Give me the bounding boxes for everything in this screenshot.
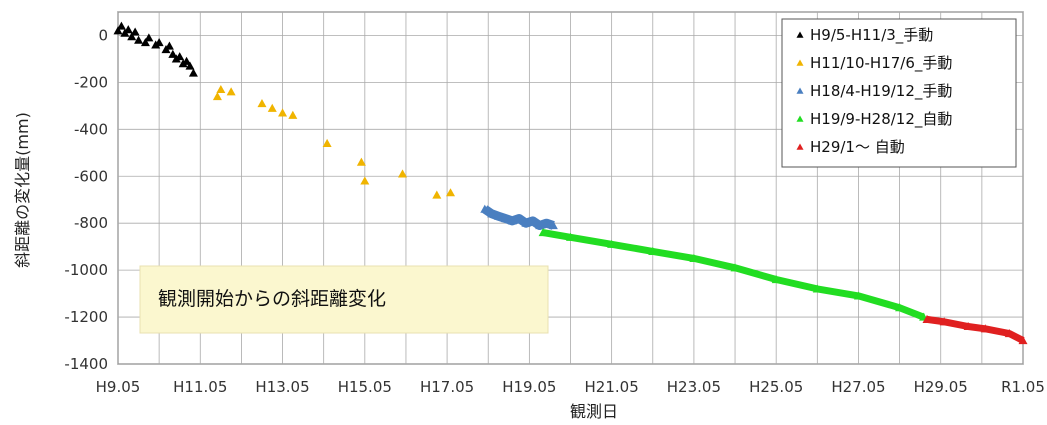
y-tick-label: -600 (74, 167, 108, 185)
data-point (278, 108, 288, 117)
data-point (144, 33, 154, 42)
data-point (140, 38, 150, 47)
legend-box (781, 18, 1017, 168)
legend-marker (796, 59, 804, 66)
y-tick-label: -400 (74, 120, 108, 138)
y-tick-labels: 0 -200 -400 -600 -800 -1000 -1200 -1400 (64, 26, 108, 373)
series-f0b400 (212, 84, 456, 199)
data-point (446, 188, 456, 197)
y-tick-label: -1400 (64, 355, 108, 373)
x-tick-label: H25.05 (749, 378, 803, 396)
series-band (482, 205, 555, 230)
series-band (542, 229, 925, 321)
data-point (212, 91, 222, 101)
data-point (360, 176, 370, 185)
data-point (168, 49, 178, 58)
legend-marker (796, 115, 804, 122)
data-point (134, 35, 144, 44)
data-point (123, 25, 133, 34)
y-axis-title: 斜距離の変化量(mm) (13, 112, 32, 268)
data-point (188, 68, 198, 77)
data-point (127, 32, 137, 41)
x-tick-labels: H9.05 H11.05 H13.05 H15.05 H17.05 H19.05 H21.0… (96, 378, 1045, 396)
legend-label: H18/4-H19/12_手動 (810, 82, 952, 101)
data-point (322, 138, 332, 148)
data-points (113, 21, 1028, 345)
x-tick-label: H19.05 (502, 378, 556, 396)
y-tick-label: 0 (98, 26, 108, 44)
data-point (356, 157, 366, 166)
x-tick-label: H9.05 (96, 378, 141, 396)
y-tick-label: -1200 (64, 308, 108, 326)
data-point (185, 61, 195, 70)
data-point (257, 99, 267, 108)
x-tick-label: H29.05 (914, 378, 968, 396)
x-axis-title: 観測日 (570, 402, 618, 421)
data-point (116, 21, 126, 30)
x-tick-label: H27.05 (831, 378, 885, 396)
x-tick-label: H21.05 (585, 378, 639, 396)
legend-marker (796, 143, 804, 150)
legend-label: H19/9-H28/12_自動 (810, 110, 952, 129)
data-point (164, 41, 174, 50)
x-tick-label: H23.05 (667, 378, 721, 396)
legend-marker (796, 31, 804, 38)
legend: H9/5-H11/3_手動 H11/10-H17/6_手動 H18/4-H19/12… (781, 18, 1017, 168)
y-tick-label: -200 (74, 73, 108, 91)
x-tick-label: R1.05 (1001, 378, 1045, 396)
data-point (288, 110, 298, 119)
x-tick-label: H17.05 (420, 378, 474, 396)
legend-marker (796, 87, 804, 94)
series-4a7fc0 (480, 204, 558, 230)
x-tick-label: H15.05 (338, 378, 392, 396)
data-point (398, 169, 408, 178)
x-tick-label: H11.05 (173, 378, 227, 396)
data-point (432, 190, 442, 199)
legend-label: H11/10-H17/6_手動 (810, 54, 952, 73)
legend-label: H9/5-H11/3_手動 (810, 26, 933, 45)
data-point (130, 27, 140, 36)
y-tick-label: -1000 (64, 261, 108, 279)
data-point (182, 56, 192, 65)
data-point (216, 84, 226, 94)
x-tick-label: H13.05 (255, 378, 309, 396)
series-band (926, 315, 1025, 344)
data-point (154, 38, 164, 47)
data-point (113, 26, 123, 35)
annotation-box: 観測開始からの斜距離変化 (139, 265, 549, 334)
data-point (226, 87, 236, 96)
y-tick-label: -800 (74, 214, 108, 232)
series-e02020 (922, 314, 1028, 345)
legend-label: H29/1～ 自動 (810, 138, 905, 156)
series-000000 (113, 21, 198, 77)
data-point (175, 52, 185, 61)
annotation-text: 観測開始からの斜距離変化 (158, 288, 386, 310)
data-point (267, 103, 277, 112)
